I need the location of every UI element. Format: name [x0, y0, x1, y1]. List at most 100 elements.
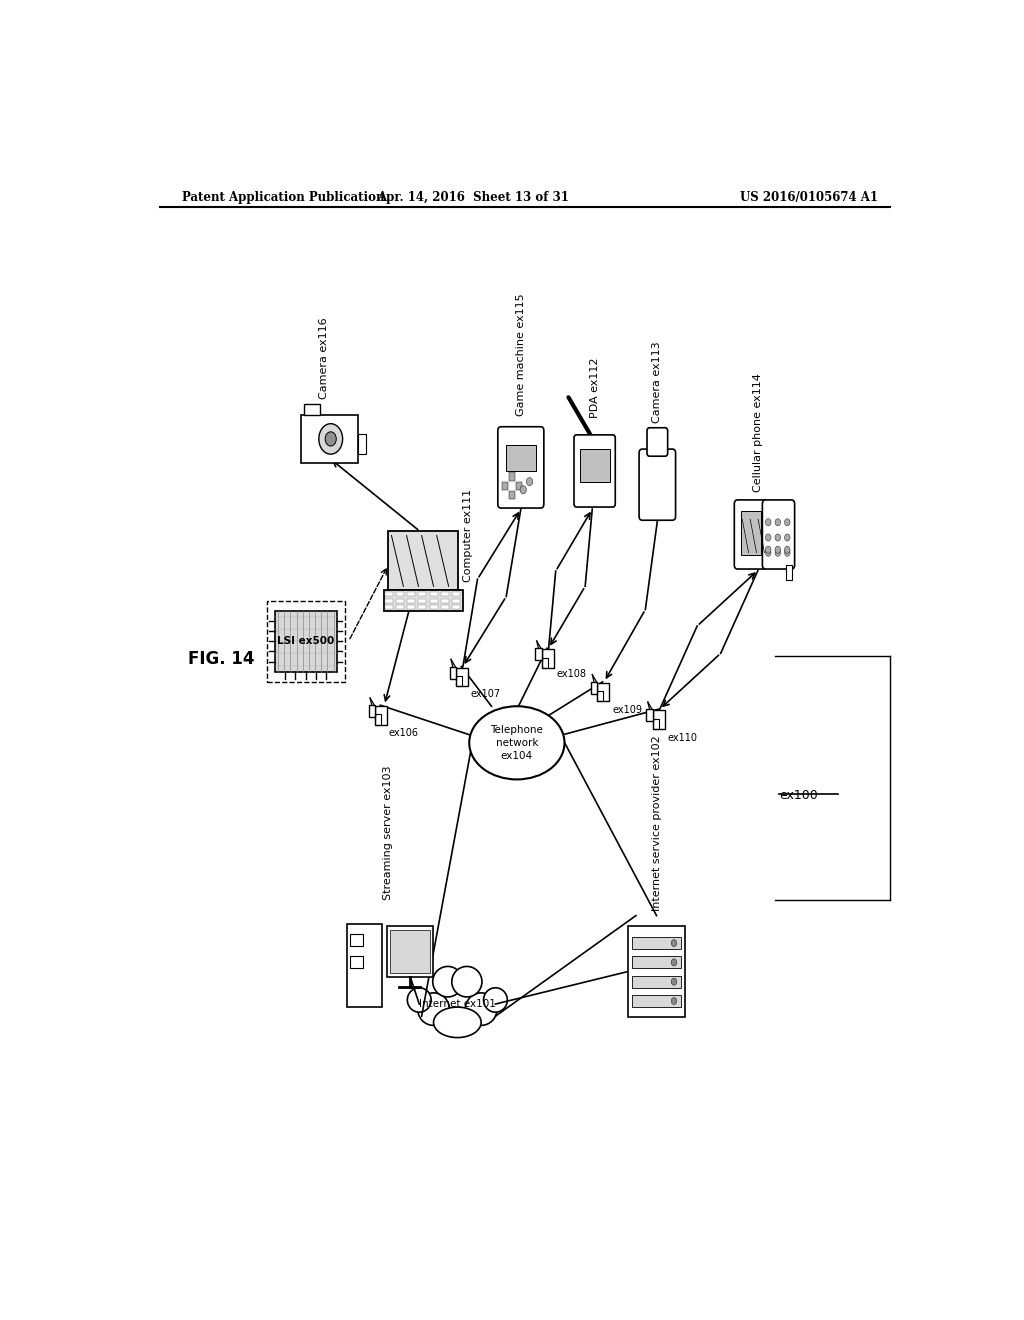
Bar	[390, 929, 430, 973]
Ellipse shape	[318, 424, 343, 454]
Bar	[509, 491, 515, 499]
Text: Patent Application Publication: Patent Application Publication	[182, 190, 384, 203]
Bar	[456, 676, 462, 686]
Ellipse shape	[784, 535, 791, 541]
Bar	[430, 593, 437, 597]
Text: ex107: ex107	[471, 689, 501, 700]
Bar	[385, 593, 393, 597]
Bar	[597, 682, 609, 701]
Ellipse shape	[520, 486, 526, 494]
Bar	[632, 975, 681, 987]
Text: ex100: ex100	[778, 788, 817, 801]
Bar	[456, 668, 468, 686]
Text: Telephone
network
ex104: Telephone network ex104	[490, 725, 544, 760]
Bar	[419, 605, 426, 609]
Bar	[408, 593, 416, 597]
Bar	[646, 709, 652, 721]
Ellipse shape	[671, 978, 677, 985]
Bar	[542, 657, 548, 668]
Ellipse shape	[483, 987, 507, 1012]
Bar	[388, 532, 458, 590]
Bar	[580, 449, 609, 482]
Ellipse shape	[408, 987, 431, 1012]
Bar	[385, 598, 393, 602]
Text: Computer ex111: Computer ex111	[463, 488, 473, 582]
FancyBboxPatch shape	[647, 428, 668, 457]
Ellipse shape	[437, 977, 477, 1015]
Bar	[419, 593, 426, 597]
Text: Camera ex113: Camera ex113	[652, 341, 663, 422]
Bar	[350, 935, 362, 946]
Bar	[274, 611, 337, 672]
Text: ex110: ex110	[668, 733, 697, 743]
Bar	[375, 706, 387, 725]
Bar	[350, 956, 362, 969]
Bar	[632, 995, 681, 1007]
Ellipse shape	[671, 958, 677, 966]
Ellipse shape	[766, 535, 771, 541]
Ellipse shape	[784, 549, 791, 556]
Bar	[430, 598, 437, 602]
Bar	[536, 648, 542, 660]
Ellipse shape	[526, 478, 532, 486]
Bar	[430, 605, 437, 609]
Bar	[440, 593, 449, 597]
Bar	[506, 445, 536, 471]
Ellipse shape	[671, 940, 677, 946]
Bar	[653, 718, 659, 729]
Bar	[597, 692, 603, 701]
Ellipse shape	[469, 706, 564, 779]
Bar	[384, 590, 463, 611]
Text: Internet ex101: Internet ex101	[419, 999, 496, 1008]
Bar	[740, 511, 761, 554]
Bar	[375, 714, 381, 725]
Ellipse shape	[671, 998, 677, 1005]
Bar	[452, 598, 460, 602]
FancyBboxPatch shape	[639, 449, 676, 520]
Bar	[452, 593, 460, 597]
Bar	[440, 605, 449, 609]
Text: FIG. 14: FIG. 14	[187, 651, 254, 668]
Bar	[396, 593, 404, 597]
Text: Apr. 14, 2016  Sheet 13 of 31: Apr. 14, 2016 Sheet 13 of 31	[377, 190, 569, 203]
FancyBboxPatch shape	[734, 500, 767, 569]
Text: US 2016/0105674 A1: US 2016/0105674 A1	[740, 190, 878, 203]
Bar	[632, 937, 681, 949]
Bar	[347, 924, 382, 1007]
Ellipse shape	[418, 993, 450, 1026]
Bar	[591, 682, 597, 694]
FancyBboxPatch shape	[574, 434, 615, 507]
FancyBboxPatch shape	[763, 500, 795, 569]
Bar	[628, 925, 685, 1018]
Text: ex108: ex108	[557, 669, 587, 678]
Bar	[632, 956, 681, 969]
Text: Game machine ex115: Game machine ex115	[516, 293, 526, 416]
Text: ex109: ex109	[612, 705, 642, 715]
FancyBboxPatch shape	[498, 426, 544, 508]
Ellipse shape	[766, 549, 771, 556]
Text: PDA ex112: PDA ex112	[590, 358, 600, 417]
Ellipse shape	[465, 993, 497, 1026]
Text: Camera ex116: Camera ex116	[318, 318, 329, 399]
Bar	[408, 605, 416, 609]
Bar	[396, 598, 404, 602]
Text: LSI ex500: LSI ex500	[278, 636, 335, 647]
Bar	[304, 404, 321, 414]
Bar	[408, 598, 416, 602]
Bar	[786, 565, 793, 581]
Bar	[358, 434, 367, 454]
Ellipse shape	[775, 546, 780, 553]
Ellipse shape	[775, 535, 780, 541]
Text: ex106: ex106	[388, 727, 418, 738]
Bar	[369, 705, 375, 717]
Bar	[396, 605, 404, 609]
Ellipse shape	[766, 519, 771, 525]
Bar	[440, 598, 449, 602]
Text: Internet service provider ex102: Internet service provider ex102	[651, 735, 662, 911]
Ellipse shape	[326, 432, 336, 446]
Ellipse shape	[452, 966, 482, 997]
Text: Cellular phone ex114: Cellular phone ex114	[753, 374, 763, 492]
Bar	[450, 667, 456, 678]
Bar	[516, 482, 522, 490]
Bar	[301, 414, 358, 463]
